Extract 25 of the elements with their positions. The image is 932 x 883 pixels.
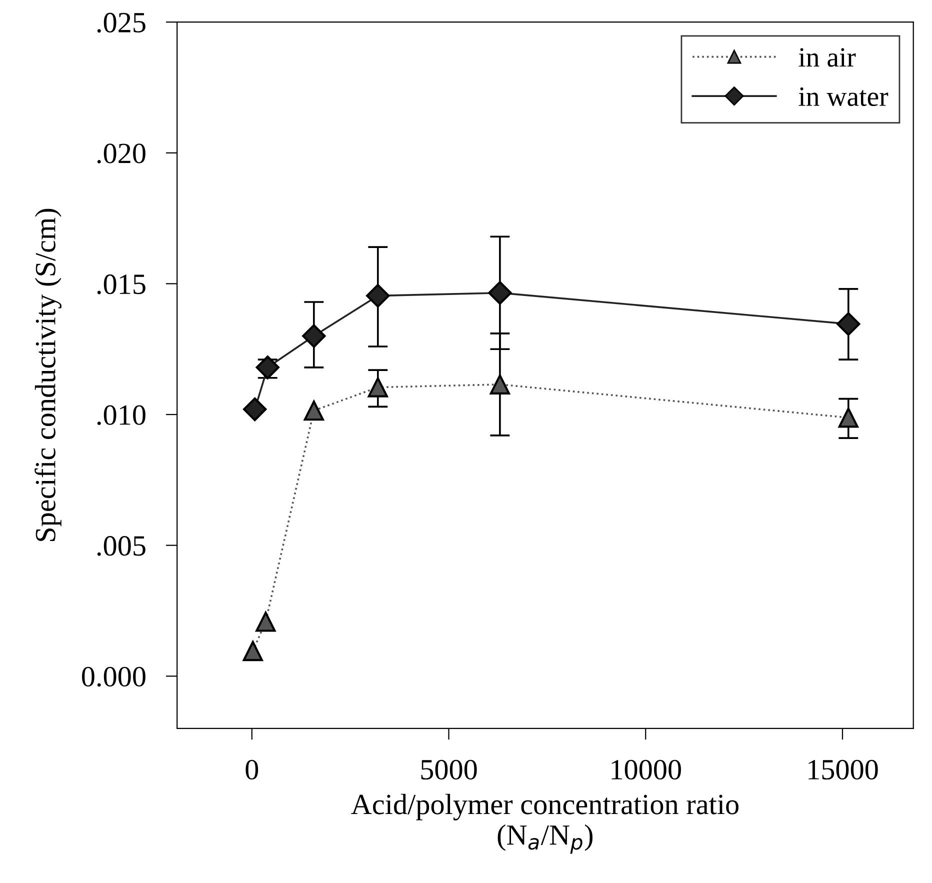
- x-tick-label: 0: [246, 760, 258, 780]
- y-tick-label: .005: [97, 536, 146, 556]
- point: [256, 612, 276, 632]
- legend-label: in water: [798, 87, 888, 106]
- y-tick-label: .010: [97, 405, 146, 426]
- point: [490, 374, 510, 395]
- point: [488, 281, 512, 305]
- y-tick-label: .020: [97, 144, 146, 164]
- point: [366, 284, 390, 308]
- point: [304, 400, 324, 421]
- x-tick-label: 10000: [612, 760, 681, 780]
- y-tick-label: .015: [97, 274, 146, 294]
- x-tick-label: 15000: [808, 760, 878, 780]
- y-axis-title: Specific conductivity (S/cm): [34, 208, 62, 541]
- point: [302, 324, 326, 348]
- point: [368, 377, 388, 398]
- point: [242, 640, 263, 662]
- point: [242, 397, 267, 422]
- x-tick-label: 5000: [421, 760, 477, 780]
- y-tick-label: 0.000: [82, 666, 146, 687]
- legend-label: in air: [798, 48, 856, 67]
- x-axis-title: Acid/polymer concentration ratio (N$_{a}$/N$_{p}$): [351, 794, 738, 854]
- point: [838, 408, 858, 428]
- point: [836, 312, 860, 336]
- y-tick-label: .025: [97, 12, 146, 33]
